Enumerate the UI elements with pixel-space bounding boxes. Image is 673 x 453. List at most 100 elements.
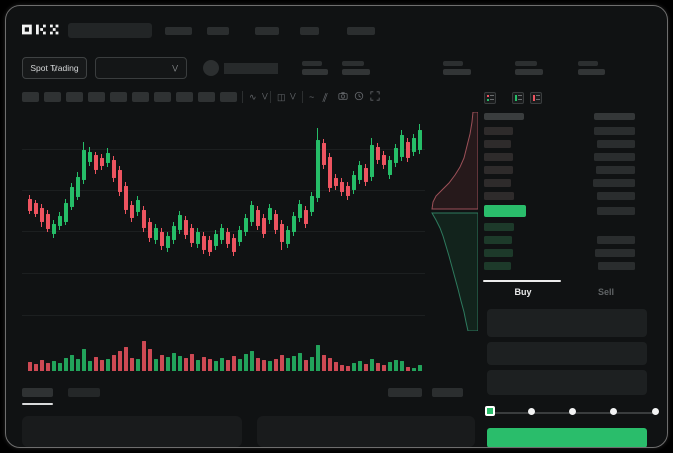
book-all-icon[interactable] bbox=[484, 92, 496, 104]
compare-icon[interactable]: ∥ bbox=[321, 92, 330, 102]
orderbook-header-price bbox=[484, 113, 524, 120]
bottom-tab-placeholder[interactable] bbox=[68, 388, 100, 397]
chevron-down-icon[interactable]: ⋁ bbox=[290, 93, 296, 100]
nav-item-placeholder[interactable] bbox=[300, 27, 319, 35]
bid-price-placeholder[interactable] bbox=[484, 223, 514, 231]
volume-bar bbox=[322, 355, 326, 371]
bid-amount-placeholder[interactable] bbox=[595, 249, 635, 257]
slider-step-dot[interactable] bbox=[651, 408, 659, 415]
timeframe-button-placeholder[interactable] bbox=[132, 92, 149, 102]
volume-bar bbox=[268, 361, 272, 371]
slider-handle[interactable] bbox=[485, 406, 495, 416]
nav-item-placeholder[interactable] bbox=[347, 27, 375, 35]
ask-price-placeholder[interactable] bbox=[484, 192, 514, 200]
candle bbox=[148, 222, 152, 238]
ask-price-placeholder[interactable] bbox=[484, 179, 511, 187]
toolbar-divider bbox=[242, 91, 243, 103]
candle bbox=[358, 165, 362, 180]
bid-price-placeholder[interactable] bbox=[484, 249, 513, 257]
bottom-action-placeholder[interactable] bbox=[432, 388, 463, 397]
candle bbox=[172, 226, 176, 240]
volume-bars bbox=[22, 337, 425, 371]
candle bbox=[178, 215, 182, 230]
search-input[interactable] bbox=[68, 23, 152, 38]
amount-input[interactable] bbox=[487, 342, 647, 365]
timeframe-button-placeholder[interactable] bbox=[176, 92, 193, 102]
ask-amount-placeholder[interactable] bbox=[593, 179, 635, 187]
slider-step-dot[interactable] bbox=[527, 408, 535, 415]
timeframe-button-placeholder[interactable] bbox=[88, 92, 105, 102]
timeframe-button-placeholder[interactable] bbox=[220, 92, 237, 102]
ask-amount-placeholder[interactable] bbox=[597, 140, 635, 148]
timeframe-button-placeholder[interactable] bbox=[66, 92, 83, 102]
nav-item-placeholder[interactable] bbox=[255, 27, 279, 35]
candle bbox=[64, 203, 68, 222]
ask-price-placeholder[interactable] bbox=[484, 140, 511, 148]
candle bbox=[274, 214, 278, 230]
nav-item-placeholder[interactable] bbox=[165, 27, 192, 35]
bid-price-placeholder[interactable] bbox=[484, 262, 511, 270]
bid-amount-placeholder[interactable] bbox=[597, 236, 635, 244]
volume-bar bbox=[70, 355, 74, 371]
candle bbox=[340, 182, 344, 192]
ask-price-placeholder[interactable] bbox=[484, 166, 513, 174]
timeframe-button-placeholder[interactable] bbox=[154, 92, 171, 102]
candlestick-chart[interactable] bbox=[22, 112, 425, 330]
timeframe-button-placeholder[interactable] bbox=[44, 92, 61, 102]
stat-value-placeholder bbox=[443, 69, 471, 75]
total-input[interactable] bbox=[487, 370, 647, 395]
timeframe-button-placeholder[interactable] bbox=[110, 92, 127, 102]
stat-label-placeholder bbox=[443, 61, 463, 66]
gridline bbox=[22, 315, 425, 316]
candle bbox=[208, 240, 212, 252]
line-style-icon[interactable]: ~ bbox=[309, 92, 315, 102]
slider-step-dot[interactable] bbox=[610, 408, 618, 415]
nav-item-placeholder[interactable] bbox=[207, 27, 229, 35]
candle bbox=[334, 178, 338, 186]
okx-logo[interactable] bbox=[22, 22, 64, 37]
candle bbox=[400, 135, 404, 157]
candle bbox=[268, 208, 272, 220]
volume-bar bbox=[136, 359, 140, 371]
book-bids-icon[interactable] bbox=[512, 92, 524, 104]
toolbar-divider bbox=[302, 91, 303, 103]
candle bbox=[88, 152, 92, 162]
candle bbox=[238, 230, 242, 242]
volume-bar bbox=[148, 349, 152, 371]
slider-step-dot[interactable] bbox=[569, 408, 576, 415]
bid-price-placeholder[interactable] bbox=[484, 236, 512, 244]
volume-bar bbox=[76, 359, 80, 371]
ask-amount-placeholder[interactable] bbox=[597, 192, 635, 200]
tab-sell[interactable]: Sell bbox=[597, 287, 614, 297]
bottom-panel bbox=[22, 416, 242, 447]
orderbook-header-amount bbox=[594, 113, 635, 120]
tab-buy[interactable]: Buy bbox=[514, 287, 532, 297]
candle bbox=[94, 155, 98, 170]
volume-bar bbox=[388, 362, 392, 371]
ask-amount-placeholder[interactable] bbox=[594, 127, 635, 135]
candle bbox=[196, 232, 200, 244]
ask-price-placeholder[interactable] bbox=[484, 127, 513, 135]
price-input[interactable] bbox=[487, 309, 647, 337]
candle bbox=[394, 148, 398, 163]
bottom-tab-placeholder[interactable] bbox=[22, 388, 53, 397]
candle bbox=[418, 130, 422, 150]
timeframe-button-placeholder[interactable] bbox=[22, 92, 39, 102]
candle bbox=[70, 187, 74, 207]
ask-amount-placeholder[interactable] bbox=[594, 153, 635, 161]
ask-price-placeholder[interactable] bbox=[484, 153, 513, 161]
chevron-down-icon[interactable]: ⋁ bbox=[262, 93, 268, 100]
market-type-dropdown[interactable]: Spot Trading ⋁ bbox=[22, 57, 87, 79]
volume-bar bbox=[160, 355, 164, 371]
pair-dropdown[interactable]: ⋁ bbox=[95, 57, 187, 79]
candle-style-icon[interactable]: ◫ bbox=[277, 92, 286, 102]
book-asks-icon[interactable] bbox=[530, 92, 542, 104]
buy-submit-button[interactable] bbox=[487, 428, 647, 447]
timeframe-button-placeholder[interactable] bbox=[198, 92, 215, 102]
bottom-action-placeholder[interactable] bbox=[388, 388, 422, 397]
indicator-icon[interactable]: ∿ bbox=[249, 92, 257, 102]
bid-amount-placeholder[interactable] bbox=[598, 262, 635, 270]
ask-amount-placeholder[interactable] bbox=[596, 166, 635, 174]
volume-bar bbox=[34, 364, 38, 371]
